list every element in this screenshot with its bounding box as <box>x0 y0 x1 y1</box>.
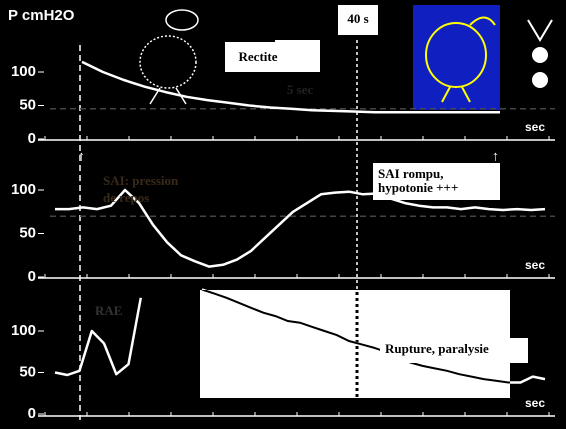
illustration-left <box>140 10 198 104</box>
chart: ↑ ↑ sec P cmH2O 0 50 100 Rectite 5 sec 40 s sec 0… <box>0 0 566 429</box>
y-tick-label: 0 <box>28 268 36 285</box>
annotation: 5 sec <box>287 82 314 97</box>
arrow: ↑ <box>492 148 499 164</box>
arrow: ↑ <box>78 148 85 164</box>
illustration-right <box>528 20 552 87</box>
y-tick-label: 100 <box>11 63 36 80</box>
x-axis-label: sec <box>525 258 545 272</box>
annotation: Rectite <box>239 49 278 64</box>
x-axis-label: sec <box>525 396 545 410</box>
annotation: 40 s <box>347 11 368 26</box>
y-tick-label: 50 <box>19 96 36 113</box>
highlight-ellipse <box>60 324 124 408</box>
y-tick-label: 50 <box>19 363 36 380</box>
y-tick-label: 0 <box>28 405 36 422</box>
y-axis-label: P cmH2O <box>8 7 75 24</box>
x-axis-label: sec <box>525 120 545 134</box>
y-tick-label: 50 <box>19 224 36 241</box>
illustration-blue <box>413 5 500 110</box>
y-tick-label: 0 <box>28 130 36 147</box>
annotation: Rupture, paralysie <box>385 341 489 356</box>
label-box <box>275 40 320 72</box>
y-tick-label: 100 <box>11 181 36 198</box>
y-tick-label: 100 <box>11 322 36 339</box>
annotation: RAE <box>95 303 122 318</box>
